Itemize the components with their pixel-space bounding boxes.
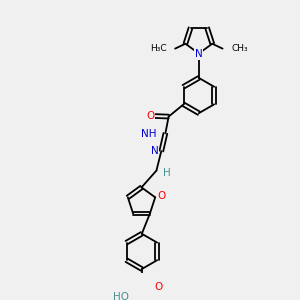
Text: NH: NH (141, 129, 157, 139)
Text: CH₃: CH₃ (231, 44, 248, 53)
Text: HO: HO (113, 292, 129, 300)
Text: O: O (157, 191, 165, 201)
Text: H: H (163, 168, 171, 178)
Text: O: O (146, 111, 154, 121)
Text: H₃C: H₃C (150, 44, 166, 53)
Text: N: N (151, 146, 158, 156)
Text: O: O (155, 283, 163, 292)
Text: N: N (195, 49, 203, 59)
